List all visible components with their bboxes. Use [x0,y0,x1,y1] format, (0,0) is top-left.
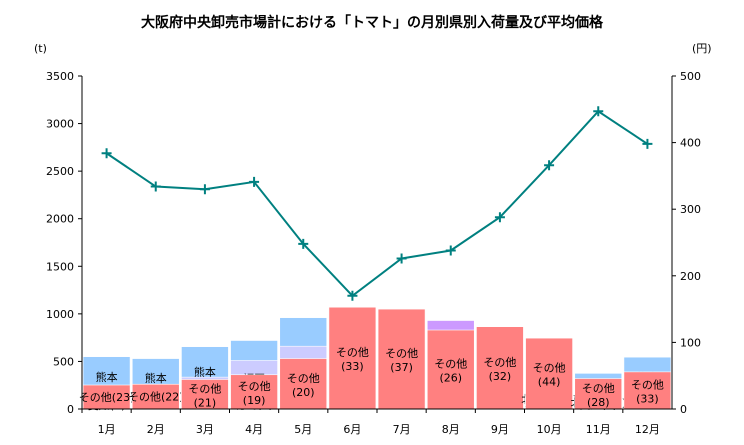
left-tick-label: 3500 [46,70,74,83]
x-tick-label: 2月 [147,423,165,436]
price-point [494,212,505,223]
segment-label: その他(22) [128,391,184,404]
x-tick-label: 4月 [245,423,263,436]
segment-label: その他 [287,372,320,385]
segment-percent: (21) [194,396,217,409]
segment-label: その他 [434,358,467,371]
segment-label: その他 [238,380,271,393]
segment-percent: (33) [636,392,659,405]
bar-segment [426,329,475,410]
right-tick-label: 500 [680,70,701,83]
segment-label: 熊本 [194,365,216,379]
chart-title: 大阪府中央卸売市場計における「トマト」の月別県別入荷量及び平均価格 [141,14,604,31]
price-point [445,245,456,256]
left-tick-label: 1500 [46,260,74,273]
segment-percent: (26) [439,372,462,385]
price-point [101,148,112,159]
segment-label: 熊本 [96,370,118,384]
x-tick-label: 7月 [393,423,411,436]
axes: 0 500 1000 1500 2000 2500 3000 3500 0 100 200 300 40… [46,70,701,436]
x-tick-label: 12月 [635,423,660,436]
x-tick-label: 5月 [294,423,312,436]
bar-segment [476,326,524,410]
price-point [199,184,210,195]
segment-label: その他 [582,382,615,395]
segment-percent: (37) [390,361,413,374]
segment-percent: (20) [292,386,315,399]
left-tick-label: 3000 [46,118,74,131]
segment-label: その他 [483,356,516,369]
segment-label: その他 [631,378,664,391]
segment-label: その他 [533,362,566,375]
left-tick-label: 2000 [46,213,74,226]
bar-segment [279,358,328,410]
price-series-line [106,109,648,298]
right-tick-label: 100 [680,336,701,349]
segment-percent: (28) [587,396,610,409]
segment-percent: (33) [341,360,364,373]
bar-segment [230,374,278,410]
segment-label: その他(23) [79,391,135,404]
price-line [101,106,653,301]
bar-segment [328,306,377,410]
x-tick-label: 9月 [491,423,509,436]
price-point [150,181,161,192]
price-point [544,160,555,171]
x-tick-label: 1月 [98,423,116,436]
x-tick-label: 3月 [196,423,214,436]
left-tick-label: 500 [53,355,74,368]
segment-label: その他 [385,347,418,360]
segment-label: 熊本 [145,371,167,385]
segment-percent: (44) [538,376,561,389]
price-point [298,238,309,249]
bar-segment [525,337,573,410]
right-axis-unit: (円) [692,42,712,55]
right-tick-label: 0 [680,403,687,416]
left-tick-label: 1000 [46,308,74,321]
price-point [396,253,407,264]
left-tick-label: 0 [67,403,74,416]
x-tick-label: 8月 [442,423,460,436]
segment-percent: (32) [489,370,512,383]
bar-segment [181,379,229,410]
left-axis-unit: (t) [34,42,47,55]
right-tick-label: 200 [680,270,701,283]
price-point [249,176,260,187]
right-tick-label: 300 [680,203,701,216]
price-point [347,290,358,301]
right-tick-label: 400 [680,137,701,150]
x-tick-label: 11月 [586,423,611,436]
segment-label: その他 [336,346,369,359]
bar-stacks: 熊本(50)福岡(19)愛知(8)その他(23)熊本(45)福岡(22)愛知(1… [79,306,672,412]
x-tick-label: 10月 [537,423,562,436]
price-point [642,138,653,149]
segment-percent: (19) [243,394,266,407]
bar-segment [623,371,672,410]
x-tick-label: 6月 [343,423,361,436]
price-point [593,106,604,117]
left-tick-label: 2500 [46,165,74,178]
segment-label: その他 [188,382,221,395]
